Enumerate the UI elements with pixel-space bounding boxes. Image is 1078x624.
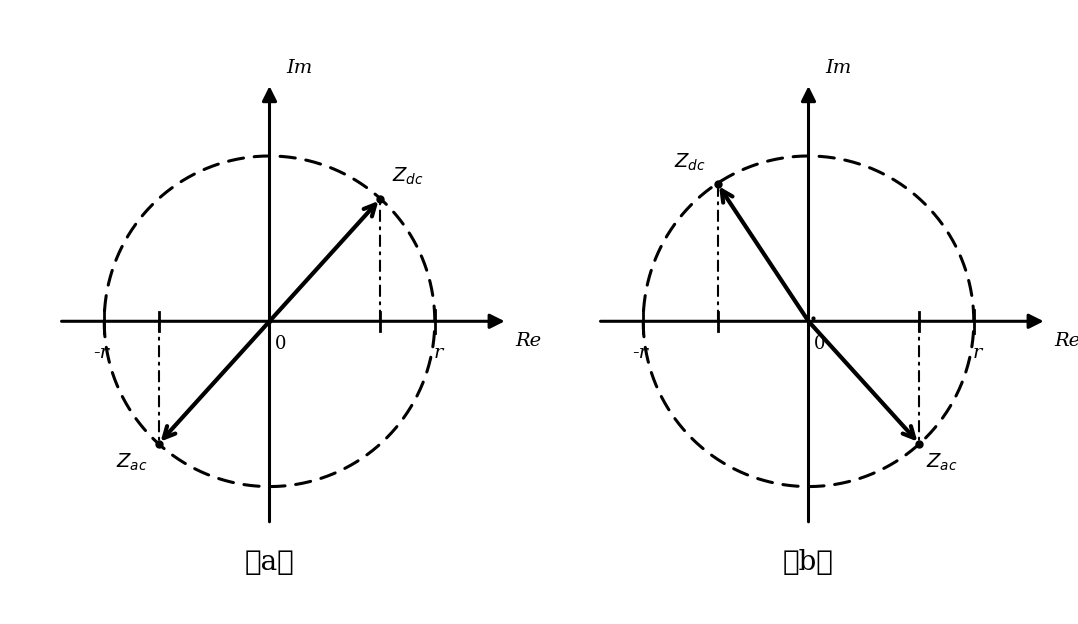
Text: $Z_{dc}$: $Z_{dc}$	[674, 151, 706, 172]
Text: 0: 0	[275, 336, 287, 353]
Text: Im: Im	[825, 59, 852, 77]
Text: Im: Im	[286, 59, 313, 77]
Text: Re: Re	[1054, 332, 1078, 350]
Text: （b）: （b）	[783, 549, 834, 577]
Text: 0: 0	[814, 336, 826, 353]
Text: $Z_{ac}$: $Z_{ac}$	[115, 452, 148, 473]
Text: r: r	[433, 344, 443, 362]
Text: Re: Re	[515, 332, 542, 350]
Text: $Z_{dc}$: $Z_{dc}$	[391, 166, 424, 187]
Text: $Z_{ac}$: $Z_{ac}$	[926, 452, 957, 473]
Text: -r: -r	[93, 344, 109, 362]
Text: r: r	[972, 344, 982, 362]
Text: （a）: （a）	[245, 549, 294, 577]
Text: -r: -r	[632, 344, 648, 362]
